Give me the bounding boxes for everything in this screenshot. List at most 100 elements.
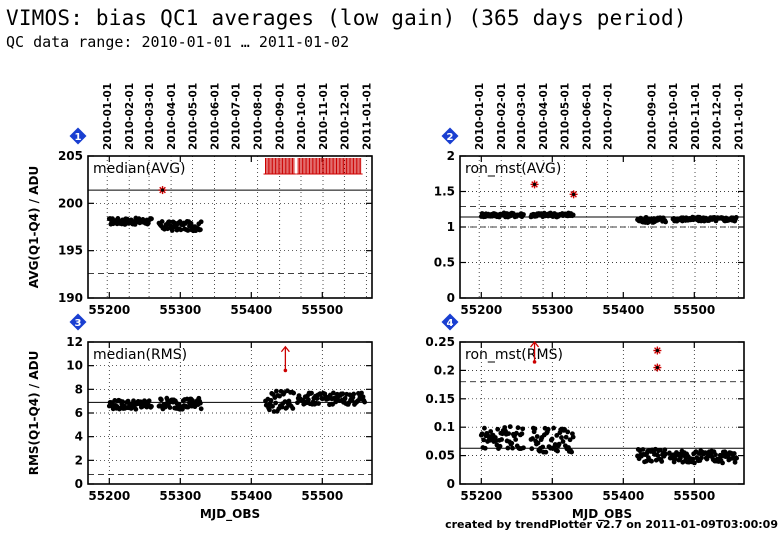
date-tick-label: 2010-01-01 — [474, 83, 486, 150]
data-point — [351, 391, 357, 397]
data-point — [566, 445, 571, 450]
footer-credit: created by trendPlotter v2.7 on 2011-01-… — [445, 518, 778, 531]
date-tick-label: 2010-12-01 — [339, 83, 351, 150]
data-point — [149, 216, 154, 222]
x-tick-label: 55300 — [531, 489, 573, 503]
date-tick-label: 2010-04-01 — [166, 83, 178, 150]
data-point — [551, 425, 557, 431]
x-tick-label: 55400 — [230, 489, 272, 503]
y-tick-label: 8 — [75, 382, 83, 396]
arrow-head — [530, 340, 540, 348]
date-tick-label: 2010-11-01 — [690, 83, 702, 150]
data-point — [506, 431, 512, 437]
date-tick-label: 2010-02-01 — [496, 83, 508, 150]
y-tick-label: 0.15 — [425, 392, 455, 406]
data-point — [514, 430, 519, 436]
data-point — [570, 212, 576, 218]
data-point — [677, 455, 683, 461]
outlier-star — [530, 180, 539, 189]
data-point — [267, 407, 272, 413]
data-point — [481, 437, 487, 443]
data-point — [519, 431, 525, 437]
range-arrow — [530, 340, 540, 364]
panel-1: 55200 55300 55400 55500 190 195 200 205 2010-01-… — [27, 83, 373, 317]
panel-badge — [441, 313, 459, 331]
data-point — [268, 398, 274, 403]
data-point — [649, 458, 654, 464]
x-tick-label: 55300 — [159, 489, 201, 503]
data-point — [529, 446, 535, 452]
y-tick-label: 0.2 — [434, 363, 455, 377]
panel-number: 4 — [447, 318, 454, 329]
x-tick-label: 55400 — [602, 489, 644, 503]
data-point — [273, 400, 279, 406]
date-tick-label: 2010-10-01 — [296, 83, 308, 150]
data-point — [734, 455, 740, 461]
data-point — [479, 431, 485, 437]
data-point — [167, 405, 173, 410]
data-point — [510, 445, 515, 451]
data-point — [509, 440, 515, 446]
data-point — [482, 425, 487, 431]
date-tick-label: 2010-06-01 — [209, 83, 221, 150]
data-point — [197, 400, 203, 406]
y-tick-label: 0.5 — [434, 256, 455, 270]
date-tick-label: 2010-10-01 — [668, 83, 680, 150]
panel-badge — [441, 127, 459, 145]
data-point — [554, 433, 560, 438]
data-point — [149, 404, 154, 409]
panel-number: 1 — [75, 132, 82, 143]
data-point — [733, 215, 739, 220]
y-tick-label: 195 — [58, 244, 83, 258]
y-tick-label: 12 — [66, 335, 83, 349]
data-point — [180, 406, 185, 412]
data-point — [570, 434, 576, 440]
arrow-head — [280, 345, 290, 353]
page-subtitle: QC data range: 2010-01-01 … 2011-01-02 — [6, 33, 350, 51]
panel-badge — [69, 313, 87, 331]
y-axis-label: AVG(Q1-Q4) / ADU — [27, 166, 41, 288]
data-point — [549, 436, 555, 442]
data-point — [699, 455, 704, 461]
date-tick-label: 2010-04-01 — [538, 83, 550, 150]
date-tick-label: 2010-03-01 — [144, 83, 156, 150]
data-point — [286, 398, 292, 404]
data-point — [567, 437, 573, 443]
date-tick-label: 2010-08-01 — [253, 83, 265, 150]
data-point — [731, 451, 737, 456]
data-point — [532, 426, 538, 432]
panel-badge — [69, 127, 87, 145]
data-point — [305, 397, 311, 403]
y-tick-label: 2 — [447, 149, 455, 163]
data-point — [663, 451, 669, 457]
date-tick-label: 2010-02-01 — [124, 83, 136, 150]
star-center — [160, 188, 165, 192]
outlier-star — [653, 346, 662, 355]
data-point — [521, 445, 526, 451]
data-point — [643, 458, 649, 464]
data-point — [556, 441, 562, 447]
data-point — [515, 425, 521, 431]
x-tick-label: 55500 — [301, 303, 343, 317]
outlier-star — [653, 363, 662, 372]
data-point — [309, 390, 314, 396]
plot-frame — [87, 155, 373, 299]
data-point — [662, 447, 668, 453]
y-tick-label: 205 — [58, 149, 83, 163]
date-tick-label: 2010-12-01 — [711, 83, 723, 150]
y-tick-label: 0.05 — [425, 449, 455, 463]
arrow-tail — [532, 360, 537, 364]
data-point — [560, 439, 566, 444]
x-axis-label: MJD_OBS — [572, 507, 632, 522]
data-point — [545, 426, 551, 432]
data-point — [569, 449, 575, 455]
range-arrow — [280, 345, 290, 373]
date-tick-label: 2011-01-01 — [733, 83, 745, 150]
y-tick-label: 2 — [75, 453, 83, 467]
data-point — [330, 390, 336, 396]
outlier-star — [158, 186, 167, 195]
x-tick-label: 55200 — [460, 303, 502, 317]
panel-4: 55200 55300 55400 55500 0 0.05 0.1 0.15 0.2 0.25 4… — [425, 313, 745, 522]
y-tick-label: 1.5 — [434, 185, 455, 199]
data-point — [197, 227, 203, 233]
